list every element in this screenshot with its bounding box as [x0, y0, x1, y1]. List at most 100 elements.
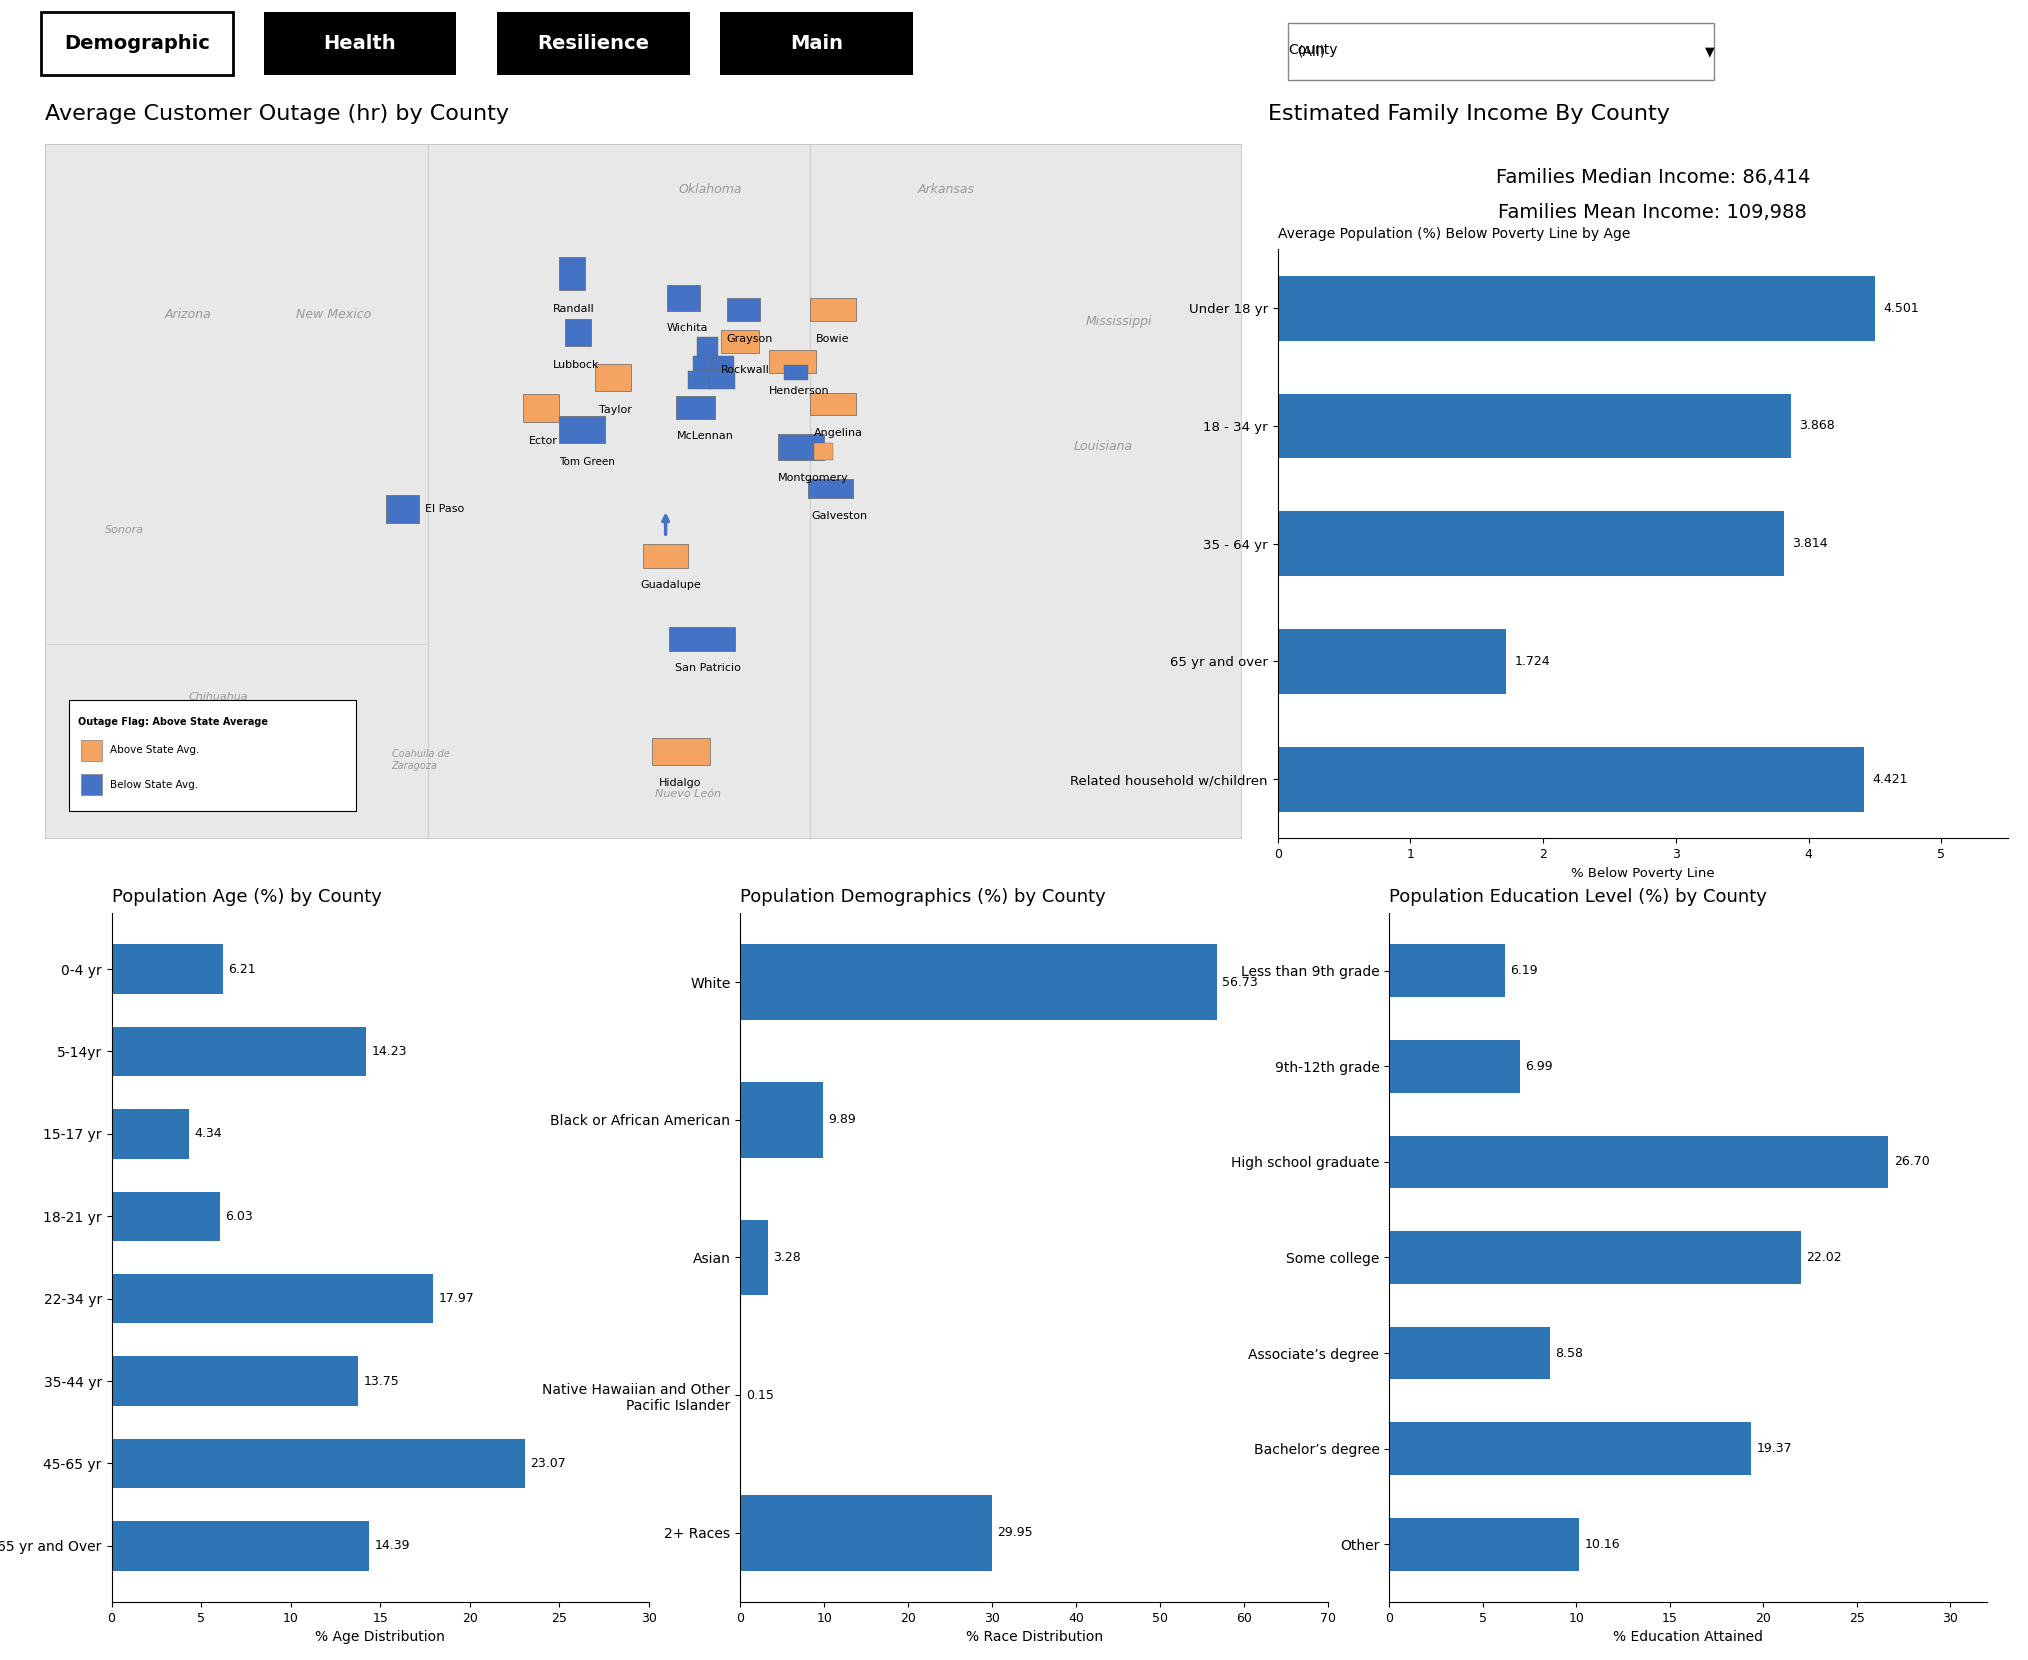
Bar: [740, 1082, 823, 1157]
Text: Coahuila de
Zaragoza: Coahuila de Zaragoza: [391, 749, 450, 770]
Text: Population Age (%) by County: Population Age (%) by County: [112, 888, 381, 906]
Text: Average Population (%) Below Poverty Line by Age: Average Population (%) Below Poverty Lin…: [1278, 227, 1631, 241]
Text: Above State Avg.: Above State Avg.: [110, 745, 201, 755]
Bar: [1389, 1423, 1752, 1476]
X-axis label: % Age Distribution: % Age Distribution: [314, 1630, 446, 1643]
Bar: [643, 544, 687, 568]
Text: Bowie: Bowie: [817, 334, 850, 344]
Bar: [667, 284, 700, 310]
Text: 23.07: 23.07: [529, 1457, 566, 1471]
Bar: [669, 627, 734, 651]
Text: 14.39: 14.39: [375, 1539, 410, 1552]
Bar: [811, 393, 856, 415]
Text: New Mexico: New Mexico: [296, 307, 371, 320]
Bar: [1389, 1517, 1580, 1570]
Text: Demographic: Demographic: [65, 33, 209, 53]
Bar: [1389, 1232, 1801, 1283]
Bar: [1278, 276, 1876, 340]
Bar: [726, 297, 760, 322]
Bar: [112, 1356, 357, 1406]
Text: 3.28: 3.28: [773, 1252, 801, 1263]
Text: Below State Avg.: Below State Avg.: [110, 780, 199, 790]
Bar: [1389, 1135, 1888, 1189]
Text: 56.73: 56.73: [1223, 976, 1257, 989]
Bar: [740, 1496, 992, 1570]
Text: 10.16: 10.16: [1584, 1537, 1620, 1550]
Text: Estimated Family Income By County: Estimated Family Income By County: [1268, 105, 1669, 124]
Bar: [112, 1109, 189, 1159]
Text: 8.58: 8.58: [1555, 1346, 1584, 1360]
Bar: [807, 478, 854, 498]
X-axis label: % Education Attained: % Education Attained: [1614, 1630, 1762, 1643]
Text: 6.21: 6.21: [229, 963, 256, 976]
Text: 4.501: 4.501: [1884, 302, 1918, 315]
Bar: [560, 257, 586, 290]
Bar: [385, 495, 420, 523]
Text: Oklahoma: Oklahoma: [679, 183, 742, 196]
Bar: [785, 365, 807, 380]
Text: 6.19: 6.19: [1511, 964, 1537, 978]
X-axis label: % Below Poverty Line: % Below Poverty Line: [1572, 867, 1714, 880]
Text: Henderson: Henderson: [769, 385, 829, 395]
Bar: [560, 417, 604, 443]
Text: Families Median Income: 86,414: Families Median Income: 86,414: [1495, 168, 1811, 188]
Text: Resilience: Resilience: [537, 33, 649, 53]
Text: Montgomery: Montgomery: [779, 473, 850, 483]
Text: Rockwall: Rockwall: [720, 365, 769, 375]
Bar: [698, 337, 718, 355]
Text: 17.97: 17.97: [438, 1291, 475, 1305]
Bar: [653, 737, 710, 765]
Text: 4.34: 4.34: [195, 1127, 223, 1140]
Bar: [112, 1439, 525, 1487]
Text: 6.03: 6.03: [225, 1210, 254, 1223]
Text: Health: Health: [324, 33, 395, 53]
Text: 3.814: 3.814: [1793, 538, 1827, 549]
Text: Arizona: Arizona: [164, 307, 211, 320]
Text: 9.89: 9.89: [827, 1114, 856, 1125]
Text: Guadalupe: Guadalupe: [641, 581, 702, 591]
Bar: [708, 372, 734, 388]
Text: Hidalgo: Hidalgo: [659, 779, 702, 788]
Bar: [779, 433, 823, 460]
Bar: [112, 1028, 367, 1076]
Text: 22.02: 22.02: [1807, 1252, 1841, 1263]
Text: Randall: Randall: [554, 304, 594, 314]
Text: Arkansas: Arkansas: [919, 183, 975, 196]
Text: 6.99: 6.99: [1525, 1059, 1553, 1072]
Bar: [1389, 1039, 1519, 1092]
Bar: [740, 1220, 769, 1295]
Bar: [112, 1192, 219, 1242]
Bar: [720, 330, 758, 352]
Bar: [813, 443, 834, 460]
Bar: [523, 393, 560, 422]
Bar: [712, 355, 734, 372]
Text: Ector: Ector: [529, 437, 558, 447]
Text: 29.95: 29.95: [998, 1526, 1032, 1539]
Bar: [769, 350, 817, 374]
Bar: [687, 372, 712, 388]
Text: 19.37: 19.37: [1756, 1443, 1793, 1456]
Text: Main: Main: [789, 33, 844, 53]
Bar: [1278, 511, 1785, 576]
Text: 14.23: 14.23: [371, 1044, 408, 1057]
Bar: [112, 945, 223, 994]
Text: Mississippi: Mississippi: [1085, 315, 1152, 327]
Text: Wichita: Wichita: [667, 324, 708, 334]
Bar: [69, 699, 355, 810]
Text: Nuevo León: Nuevo León: [655, 788, 720, 798]
Bar: [594, 365, 631, 390]
Text: Average Customer Outage (hr) by County: Average Customer Outage (hr) by County: [45, 105, 509, 124]
Text: San Patricio: San Patricio: [675, 664, 740, 674]
Bar: [112, 1273, 434, 1323]
Text: ▼: ▼: [1706, 45, 1714, 58]
Text: County: County: [1288, 43, 1336, 56]
Bar: [1278, 393, 1791, 458]
Bar: [1278, 629, 1507, 694]
Bar: [694, 355, 712, 372]
Text: 1.724: 1.724: [1515, 656, 1549, 667]
Text: El Paso: El Paso: [426, 503, 464, 513]
Text: Angelina: Angelina: [813, 428, 864, 438]
Bar: [1389, 1326, 1549, 1379]
Text: 26.70: 26.70: [1894, 1155, 1931, 1169]
Text: Grayson: Grayson: [726, 334, 773, 344]
